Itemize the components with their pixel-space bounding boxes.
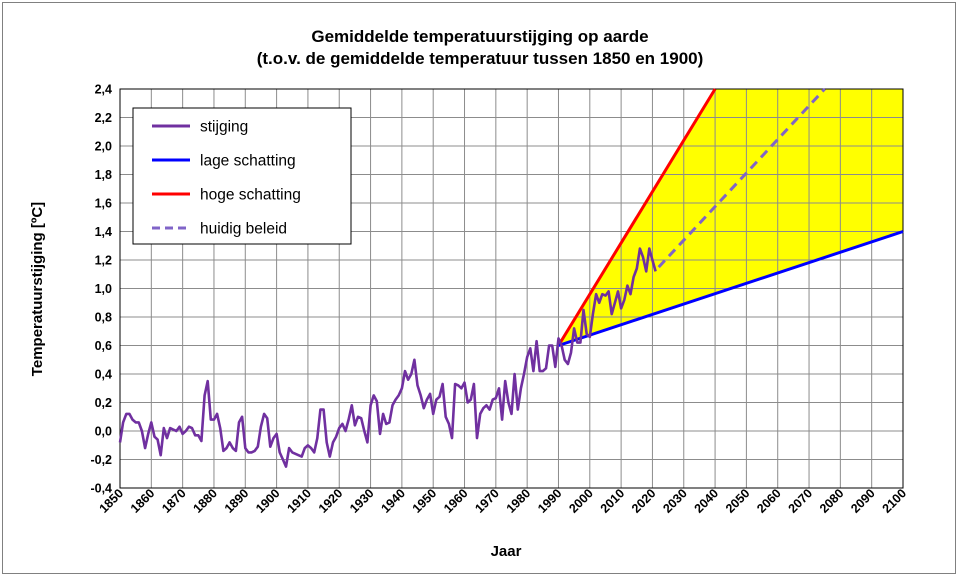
x-tick-label: 2010 <box>598 486 628 516</box>
plot-area-border <box>119 88 904 489</box>
legend: stijging lage schatting hoge schatting huid… <box>132 107 352 245</box>
x-tick-label: 2050 <box>723 486 753 516</box>
x-tick-labels: 1850 1860 1870 1880 1890 1900 1910 1920 1930 1940… <box>97 486 910 516</box>
chart-title: Gemiddelde temperatuurstijging op aarde <box>311 27 649 46</box>
legend-label-hoge-schatting: hoge schatting <box>200 187 301 204</box>
x-tick-label: 1920 <box>316 486 346 516</box>
y-tick-label: 0,2 <box>95 396 112 410</box>
x-tick-label: 2030 <box>660 486 690 516</box>
x-tick-label: 2040 <box>692 486 722 516</box>
y-tick-label: 2,0 <box>95 140 112 154</box>
x-tick-label: 2100 <box>880 486 910 516</box>
x-tick-label: 1980 <box>504 486 534 516</box>
y-axis-label: Temperatuurstijging [ºC] <box>29 202 46 376</box>
y-tick-label: 0,8 <box>95 311 112 325</box>
y-tick-label: -0,4 <box>90 482 112 496</box>
x-tick-label: 1970 <box>472 486 502 516</box>
uncertainty-band-layer <box>558 89 903 346</box>
legend-label-huidig-beleid: huidig beleid <box>200 221 287 238</box>
series-line-huidig-beleid <box>657 87 826 269</box>
series-line-stijging <box>118 247 657 468</box>
y-tick-labels: -0,4 -0,2 0,0 0,2 0,4 0,6 0,8 1,0 1,2 1,4 1,6 1,8 2,… <box>90 83 112 496</box>
x-tick-label: 2000 <box>566 486 596 516</box>
x-tick-label: 1960 <box>441 486 471 516</box>
x-tick-label: 1930 <box>347 486 377 516</box>
x-tick-label: 1990 <box>535 486 565 516</box>
y-tick-label: 0,0 <box>95 425 112 439</box>
x-tick-label: 1900 <box>253 486 283 516</box>
y-tick-label: 1,2 <box>95 254 112 268</box>
y-tick-label: 0,4 <box>95 368 112 382</box>
x-tick-label: 2060 <box>754 486 784 516</box>
x-tick-label: 2020 <box>629 486 659 516</box>
y-tick-label: 0,6 <box>95 339 112 353</box>
x-tick-label: 1940 <box>378 486 408 516</box>
legend-label-stijging: stijging <box>200 119 248 136</box>
y-tick-label: 2,2 <box>95 111 112 125</box>
y-tick-label: 1,6 <box>95 197 112 211</box>
x-tick-label: 1950 <box>410 486 440 516</box>
x-tick-label: 1910 <box>284 486 314 516</box>
uncertainty-band <box>558 89 903 346</box>
legend-label-lage-schatting: lage schatting <box>200 153 296 170</box>
y-tick-label: 2,4 <box>95 83 112 97</box>
x-tick-label: 2080 <box>817 486 847 516</box>
series-line-hoge-schatting <box>557 88 717 347</box>
y-tick-label: 1,8 <box>95 168 112 182</box>
x-tick-label: 2090 <box>848 486 878 516</box>
y-tick-label: 1,4 <box>95 225 112 239</box>
x-axis-label: Jaar <box>491 543 522 560</box>
x-tick-label: 1890 <box>222 486 252 516</box>
series-layer <box>118 87 904 468</box>
series-line-lage-schatting <box>558 230 904 347</box>
chart-subtitle: (t.o.v. de gemiddelde temperatuur tussen… <box>256 49 704 68</box>
x-tick-label: 1880 <box>191 486 221 516</box>
x-tick-label: 1870 <box>159 486 189 516</box>
y-tick-label: -0,2 <box>90 453 112 467</box>
legend-box <box>132 107 352 245</box>
y-tick-label: 1,0 <box>95 282 112 296</box>
x-tick-label: 2070 <box>786 486 816 516</box>
x-tick-label: 1860 <box>128 486 158 516</box>
